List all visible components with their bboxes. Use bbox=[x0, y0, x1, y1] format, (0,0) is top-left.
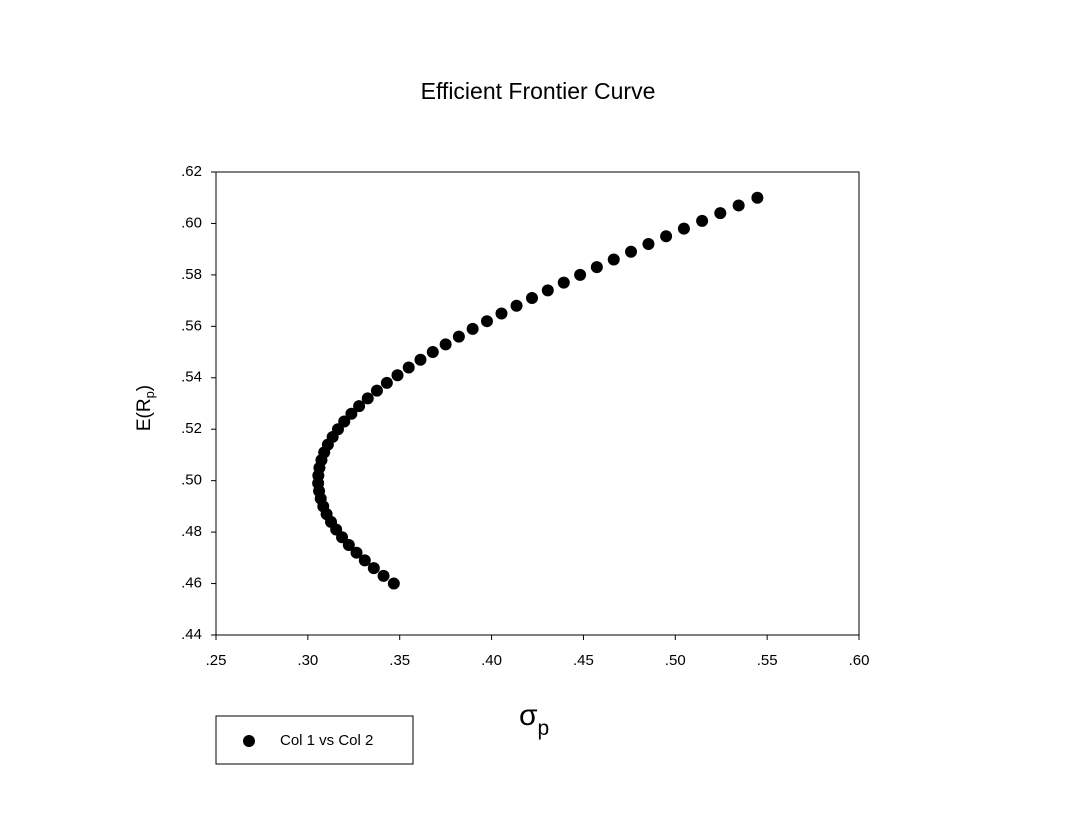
point bbox=[696, 214, 709, 227]
point bbox=[426, 346, 439, 359]
point bbox=[367, 562, 380, 575]
y-tick-label: .48 bbox=[181, 523, 202, 540]
y-tick-label: .60 bbox=[181, 214, 202, 231]
y-tick-label: .54 bbox=[181, 369, 202, 386]
y-tick-label: .58 bbox=[181, 266, 202, 283]
point bbox=[361, 392, 374, 405]
x-tick-label: .35 bbox=[389, 652, 410, 669]
point bbox=[751, 191, 764, 204]
point bbox=[714, 207, 727, 220]
point bbox=[402, 361, 415, 374]
point bbox=[414, 353, 427, 366]
y-tick-label: .52 bbox=[181, 420, 202, 437]
x-tick-label: .25 bbox=[206, 652, 227, 669]
y-tick-label: .44 bbox=[181, 626, 202, 643]
point bbox=[590, 261, 603, 274]
point bbox=[345, 407, 358, 420]
point bbox=[370, 384, 383, 397]
y-tick-label: .50 bbox=[181, 472, 202, 489]
y-tick-label: .46 bbox=[181, 575, 202, 592]
point bbox=[625, 245, 638, 258]
point bbox=[660, 230, 673, 243]
point bbox=[677, 222, 690, 235]
point bbox=[338, 415, 351, 428]
x-axis-label: σp bbox=[519, 699, 549, 740]
x-tick-label: .60 bbox=[849, 652, 870, 669]
chart-title: Efficient Frontier Curve bbox=[421, 78, 656, 104]
y-axis-label: E(Rp) bbox=[134, 385, 157, 431]
y-tick-label: .62 bbox=[181, 163, 202, 180]
point bbox=[452, 330, 465, 343]
point bbox=[642, 238, 655, 251]
legend-label: Col 1 vs Col 2 bbox=[280, 732, 373, 749]
point bbox=[480, 315, 493, 328]
point bbox=[439, 338, 452, 351]
point bbox=[377, 569, 390, 582]
x-tick-label: .45 bbox=[573, 652, 594, 669]
point bbox=[387, 577, 400, 590]
point bbox=[541, 284, 554, 297]
point bbox=[510, 299, 523, 312]
point bbox=[350, 546, 363, 559]
y-tick-label: .56 bbox=[181, 317, 202, 334]
point bbox=[525, 292, 538, 305]
point bbox=[466, 322, 479, 335]
point bbox=[607, 253, 620, 266]
plot-frame bbox=[215, 171, 860, 636]
legend-marker bbox=[243, 735, 255, 747]
x-tick-label: .30 bbox=[297, 652, 318, 669]
x-tick-label: .50 bbox=[665, 652, 686, 669]
point bbox=[574, 268, 587, 281]
point bbox=[732, 199, 745, 212]
point bbox=[557, 276, 570, 289]
point bbox=[358, 554, 371, 567]
point bbox=[380, 376, 393, 389]
point bbox=[342, 538, 355, 551]
point bbox=[391, 369, 404, 382]
x-tick-label: .55 bbox=[757, 652, 778, 669]
point bbox=[495, 307, 508, 320]
point bbox=[353, 400, 366, 413]
x-tick-label: .40 bbox=[481, 652, 502, 669]
